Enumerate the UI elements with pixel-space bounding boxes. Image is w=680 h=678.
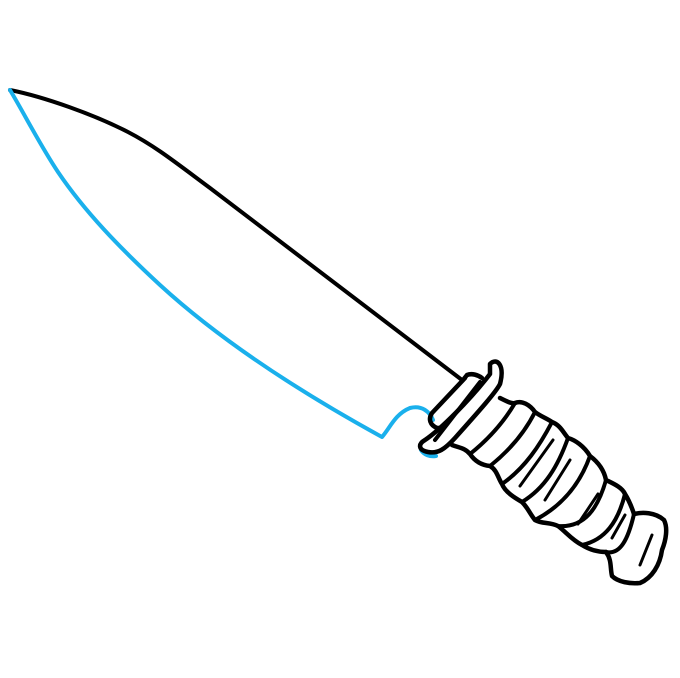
pommel — [603, 510, 669, 586]
blade-edge-highlighted — [8, 88, 438, 459]
ferrule — [427, 371, 485, 431]
grip-rings — [468, 401, 636, 555]
guard — [417, 359, 504, 455]
guard-inner-line — [433, 380, 482, 442]
blade — [8, 88, 464, 459]
grip-shading — [518, 438, 654, 567]
blade-spine — [8, 88, 464, 382]
handle — [417, 359, 669, 586]
